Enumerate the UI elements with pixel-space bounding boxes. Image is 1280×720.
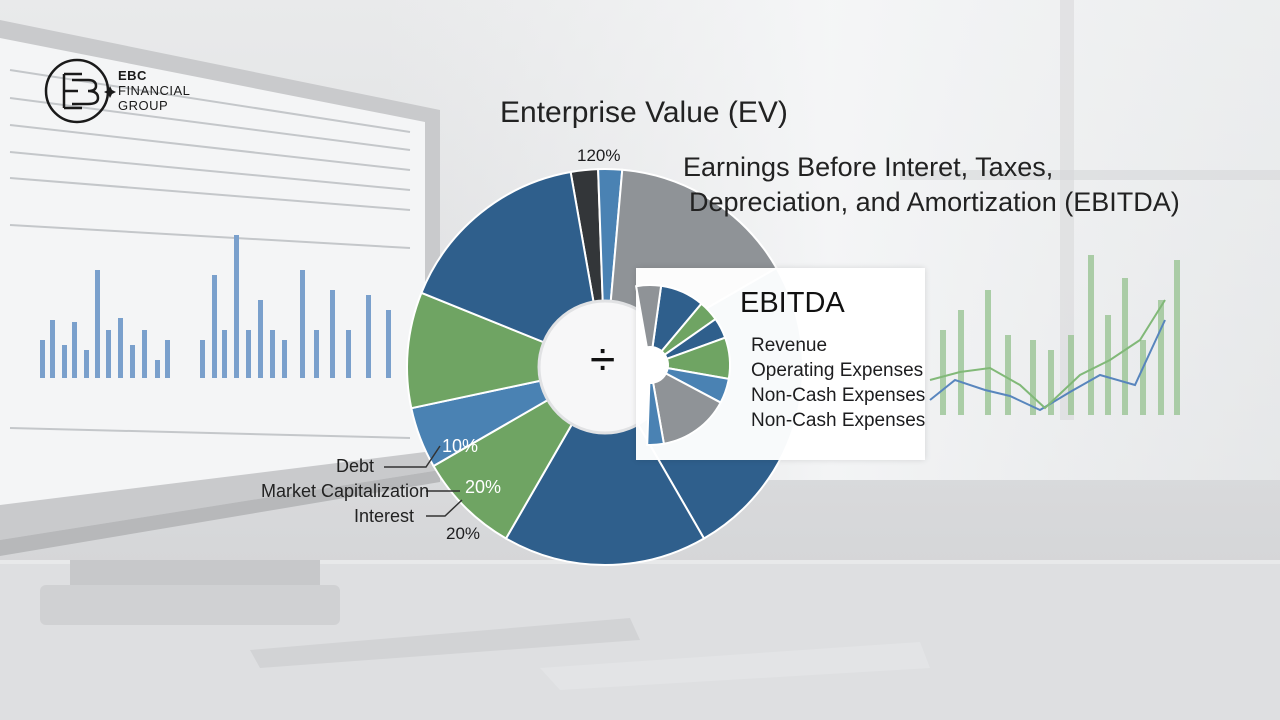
ebitda-pie-slice-6 <box>651 372 722 445</box>
brand-line-2: FINANCIAL <box>118 83 191 98</box>
ebc-logo-icon <box>44 58 116 124</box>
background-bar-chart <box>929 255 1180 415</box>
brand-name: EBC FINANCIAL GROUP <box>118 68 190 113</box>
divide-icon: ÷ <box>590 333 616 385</box>
legend-debt: Debt <box>336 456 375 476</box>
brand-line-1: EBC <box>118 68 147 83</box>
bottom-percent-label: 20% <box>446 524 481 543</box>
ebitda-item-non-cash-expenses-2: Non-Cash Expenses <box>751 410 926 431</box>
diagram-subtitle: Earnings Before Interet, Taxes, Deprecia… <box>683 150 1180 220</box>
brand-line-3: GROUP <box>118 98 169 113</box>
legend-interest: Interest <box>354 506 415 526</box>
legend-market-capitalization: Market Capitalization <box>261 481 430 501</box>
monitor-illustration <box>0 20 440 625</box>
ev-pie-slice-8 <box>406 291 609 410</box>
ebitda-item-revenue: Revenue <box>751 335 828 356</box>
subtitle-line-2: Depreciation, and Amortization (EBITDA) <box>689 187 1180 217</box>
ev-pie-slice-5 <box>504 365 706 566</box>
slice-label-20: 20% <box>465 477 502 497</box>
top-percent-label: 120% <box>577 146 621 165</box>
ebitda-panel-title: EBITDA <box>740 287 845 319</box>
ebitda-pie-slice-8 <box>634 284 663 349</box>
subtitle-line-1: Earnings Before Interet, Taxes, <box>683 152 1054 182</box>
diagram-title: Enterprise Value (EV) <box>500 96 788 129</box>
ebitda-item-non-cash-expenses: Non-Cash Expenses <box>751 385 926 406</box>
slice-label-10: 10% <box>442 436 479 456</box>
ebitda-item-operating-expenses: Operating Expenses <box>751 360 924 381</box>
ebitda-pie-slice-7 <box>646 381 666 446</box>
legend-connectors <box>384 445 463 517</box>
